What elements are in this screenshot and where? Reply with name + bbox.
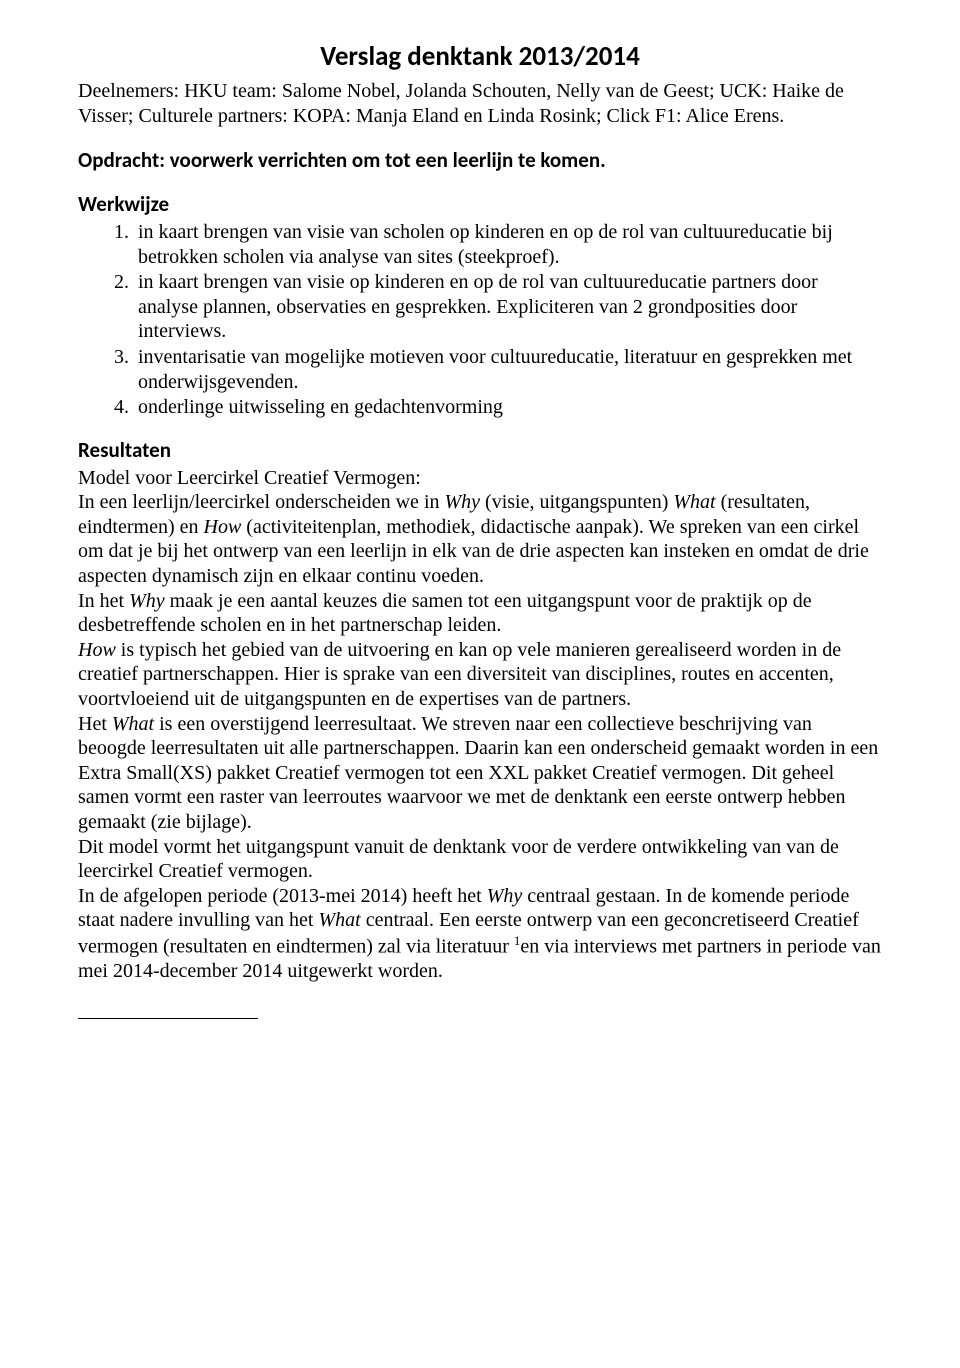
text: maak je een aantal keuzes die samen tot …	[78, 590, 812, 637]
text: Model voor Leercirkel Creatief Vermogen:	[78, 467, 421, 489]
how-term: How	[204, 516, 242, 538]
why-term: Why	[445, 491, 481, 513]
text: In een leerlijn/leercirkel onderscheiden…	[78, 491, 445, 513]
why-term: Why	[487, 885, 523, 907]
text: Dit model vormt het uitgangspunt vanuit …	[78, 836, 839, 883]
list-item: onderlinge uitwisseling en gedachtenvorm…	[134, 395, 882, 420]
page-title: Verslag denktank 2013/2014	[78, 40, 882, 73]
text: Het	[78, 713, 112, 735]
list-item: inventarisatie van mogelijke motieven vo…	[134, 345, 882, 394]
text: is een overstijgend leerresultaat. We st…	[78, 713, 878, 833]
werkwijze-heading: Werkwijze	[78, 192, 882, 218]
what-term: What	[673, 491, 715, 513]
list-item: in kaart brengen van visie op kinderen e…	[134, 270, 882, 344]
list-item: in kaart brengen van visie van scholen o…	[134, 220, 882, 269]
werkwijze-list: in kaart brengen van visie van scholen o…	[78, 220, 882, 420]
resultaten-body: Model voor Leercirkel Creatief Vermogen:…	[78, 466, 882, 984]
text: In het	[78, 590, 129, 612]
opdracht-heading: Opdracht: voorwerk verrichten om tot een…	[78, 148, 882, 174]
resultaten-heading: Resultaten	[78, 438, 882, 464]
text: is typisch het gebied van de uitvoering …	[78, 639, 841, 710]
what-term: What	[112, 713, 154, 735]
why-term: Why	[129, 590, 165, 612]
how-term: How	[78, 639, 116, 661]
intro-paragraph: Deelnemers: HKU team: Salome Nobel, Jola…	[78, 79, 882, 128]
text: (visie, uitgangspunten)	[480, 491, 673, 513]
what-term: What	[318, 909, 360, 931]
footnote-separator	[78, 1018, 258, 1019]
document-page: Verslag denktank 2013/2014 Deelnemers: H…	[0, 0, 960, 1368]
text: In de afgelopen periode (2013-mei 2014) …	[78, 885, 487, 907]
